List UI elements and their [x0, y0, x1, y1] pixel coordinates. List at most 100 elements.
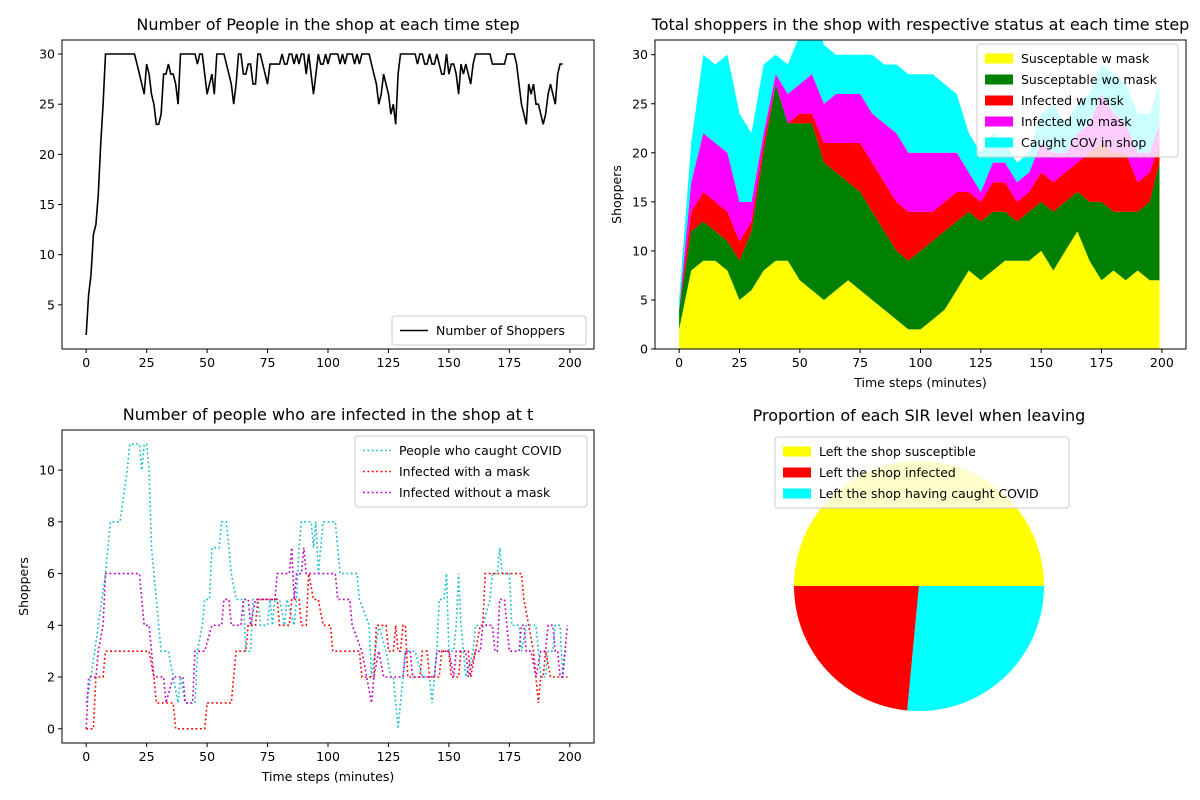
legend-swatch [985, 116, 1013, 127]
legend-swatch [783, 446, 811, 457]
legend-label: People who caught COVID [399, 443, 562, 458]
legend-label: Infected with a mask [399, 464, 531, 479]
y-tick-label: 20 [632, 145, 648, 160]
x-tick-label: 175 [497, 355, 521, 370]
legend-box [391, 315, 587, 346]
y-tick-label: 30 [39, 47, 55, 62]
legend-label: Infected without a mask [399, 485, 551, 500]
y-tick-label: 15 [632, 194, 648, 209]
y-tick-label: 10 [632, 243, 648, 258]
x-tick-label: 0 [82, 355, 90, 370]
x-tick-label: 100 [316, 355, 340, 370]
legend-label: Susceptable w mask [1021, 51, 1150, 66]
x-tick-label: 25 [139, 355, 155, 370]
legend-label: Susceptable wo mask [1021, 72, 1158, 87]
axes-frame [654, 39, 1187, 350]
pie-slice [794, 586, 919, 711]
chart-title: Number of people who are infected in the… [123, 405, 533, 424]
series-area [679, 74, 1160, 310]
y-tick-label: 4 [47, 618, 55, 633]
chart-title: Number of People in the shop at each tim… [136, 15, 519, 34]
legend-box [976, 43, 1179, 158]
plot-area [85, 443, 569, 730]
series-line [85, 547, 569, 729]
legend-label: Number of Shoppers [436, 323, 565, 338]
legend-swatch [985, 137, 1013, 148]
x-tick-label: 75 [852, 355, 868, 370]
y-tick-label: 8 [47, 514, 55, 529]
x-tick-label: 25 [139, 749, 155, 764]
y-tick-label: 5 [47, 297, 55, 312]
y-tick-label: 10 [39, 247, 55, 262]
y-axis-label: Shoppers [609, 165, 624, 224]
y-tick-label: 20 [39, 147, 55, 162]
subplot-1: Number of People in the shop at each tim… [39, 15, 595, 370]
x-tick-label: 125 [969, 355, 993, 370]
x-tick-label: 0 [82, 749, 90, 764]
legend-swatch [985, 74, 1013, 85]
x-tick-label: 150 [437, 355, 461, 370]
axes-frame [61, 429, 595, 744]
x-axis-label: Time steps (minutes) [261, 769, 394, 784]
x-tick-label: 50 [199, 749, 215, 764]
legend-label: Left the shop having caught COVID [819, 486, 1039, 501]
x-tick-label: 150 [437, 749, 461, 764]
legend: People who caught COVID Infected with a m… [354, 435, 588, 508]
x-tick-label: 175 [497, 749, 521, 764]
x-tick-label: 200 [558, 749, 582, 764]
legend-label: Left the shop infected [819, 465, 956, 480]
series-area [679, 84, 1160, 330]
x-tick-label: 125 [377, 355, 401, 370]
y-tick-label: 10 [39, 463, 55, 478]
plot-area [85, 53, 563, 336]
x-tick-label: 200 [1150, 355, 1174, 370]
series-area [679, 231, 1160, 349]
x-tick-label: 0 [675, 355, 683, 370]
x-tick-label: 200 [558, 355, 582, 370]
y-axis-label: Shoppers [16, 557, 31, 616]
plot-area [679, 40, 1160, 349]
x-tick-label: 50 [199, 355, 215, 370]
y-tick-label: 6 [47, 566, 55, 581]
x-tick-label: 75 [260, 749, 276, 764]
legend-swatch [985, 95, 1013, 106]
y-tick-label: 5 [640, 292, 648, 307]
series-line [85, 53, 563, 336]
x-tick-label: 75 [260, 355, 276, 370]
y-tick-label: 25 [39, 97, 55, 112]
legend: Left the shop susceptible Left the shop i… [774, 436, 1070, 509]
x-axis-label: Time steps (minutes) [853, 375, 986, 390]
y-tick-label: 2 [47, 670, 55, 685]
legend-swatch [783, 467, 811, 478]
legend-swatch [783, 488, 811, 499]
legend-box [774, 436, 1070, 509]
x-tick-label: 150 [1029, 355, 1053, 370]
x-tick-label: 25 [732, 355, 748, 370]
x-tick-label: 125 [377, 749, 401, 764]
chart-title: Total shoppers in the shop with respecti… [651, 15, 1190, 34]
subplot-2: Total shoppers in the shop with respecti… [609, 15, 1190, 390]
y-tick-label: 0 [47, 721, 55, 736]
x-tick-label: 50 [792, 355, 808, 370]
x-tick-label: 175 [1090, 355, 1114, 370]
legend: Susceptable w mask Susceptable wo mask Inf… [976, 43, 1179, 158]
x-tick-label: 100 [909, 355, 933, 370]
series-area [679, 84, 1160, 310]
y-tick-label: 30 [632, 47, 648, 62]
series-area [679, 40, 1160, 310]
legend-label: Caught COV in shop [1021, 135, 1146, 150]
chart-title: Proportion of each SIR level when leavin… [753, 406, 1086, 425]
series-line [86, 572, 568, 730]
subplot-3: Number of people who are infected in the… [16, 405, 595, 784]
legend: Number of Shoppers [391, 315, 587, 346]
legend-box [354, 435, 588, 508]
pie-slice [907, 586, 1044, 712]
legend-label: Infected w mask [1021, 93, 1125, 108]
y-tick-label: 25 [632, 96, 648, 111]
y-tick-label: 15 [39, 197, 55, 212]
legend-label: Left the shop susceptible [819, 444, 976, 459]
legend-label: Infected wo mask [1021, 114, 1132, 129]
axes-frame [61, 39, 595, 350]
